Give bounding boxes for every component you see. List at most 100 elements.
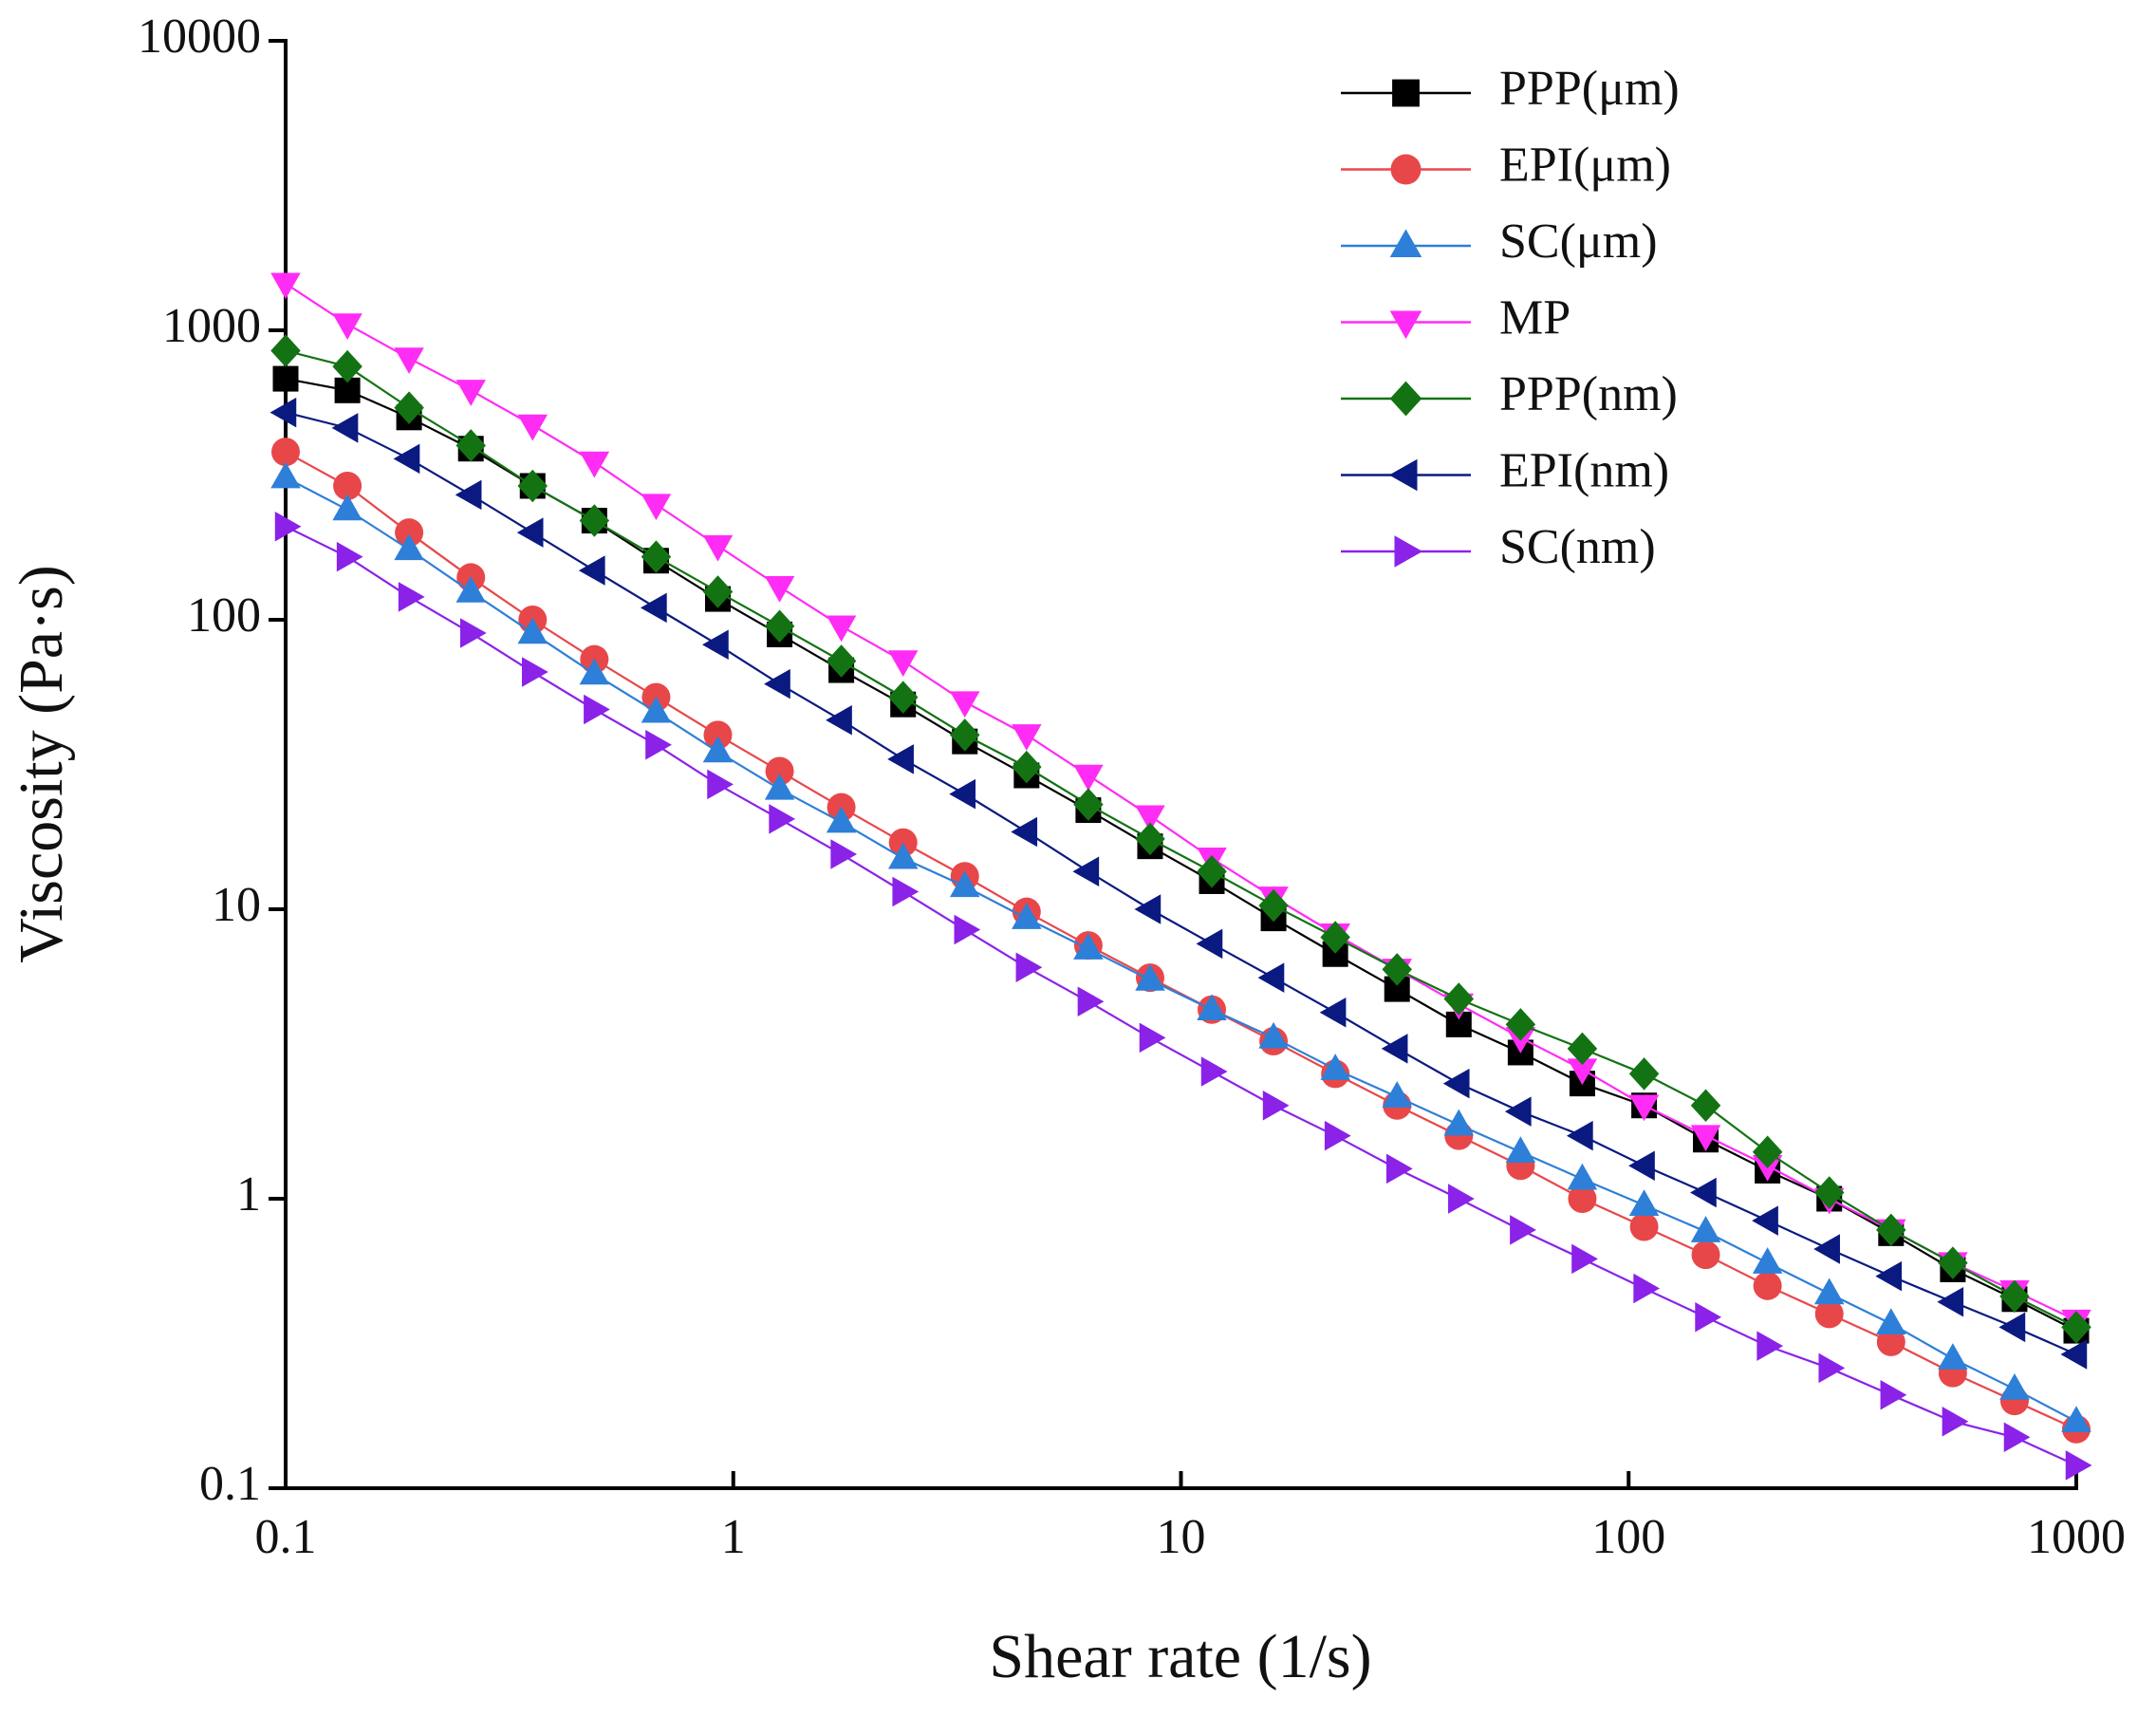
marker	[1690, 1177, 1717, 1208]
y-tick-label: 10	[212, 878, 261, 932]
marker	[1012, 903, 1042, 929]
marker	[516, 517, 544, 548]
marker	[1135, 805, 1165, 832]
marker	[1394, 535, 1423, 568]
marker	[1442, 1068, 1470, 1099]
marker	[949, 691, 980, 718]
series	[270, 461, 2091, 1432]
marker	[1876, 1213, 1906, 1247]
marker	[1690, 1216, 1721, 1242]
marker	[394, 533, 424, 561]
marker	[1392, 79, 1420, 107]
marker	[272, 365, 299, 392]
marker	[332, 349, 362, 383]
marker	[395, 518, 424, 548]
marker	[764, 609, 795, 644]
marker	[1197, 854, 1227, 888]
marker	[1381, 1034, 1408, 1064]
marker	[1876, 1327, 1905, 1356]
marker	[701, 629, 729, 661]
marker	[887, 744, 914, 774]
marker	[887, 650, 919, 678]
marker	[1818, 1352, 1846, 1384]
series	[274, 511, 2092, 1481]
marker	[393, 443, 420, 475]
marker	[398, 582, 425, 612]
marker	[1628, 1150, 1655, 1181]
marker	[887, 681, 919, 714]
marker	[1566, 1120, 1593, 1151]
marker	[1262, 1090, 1290, 1121]
legend-label: PPP(nm)	[1499, 367, 1678, 421]
marker	[1814, 1299, 1844, 1329]
legend-label: SC(nm)	[1499, 520, 1656, 574]
marker	[1197, 994, 1227, 1021]
marker	[394, 391, 424, 424]
marker	[1875, 1260, 1903, 1292]
marker	[1567, 1058, 1598, 1086]
marker	[1011, 816, 1038, 848]
marker	[1752, 1205, 1778, 1236]
marker	[641, 540, 672, 573]
marker	[1628, 1189, 1660, 1217]
series	[270, 397, 2088, 1370]
marker	[641, 696, 672, 723]
marker	[584, 694, 610, 725]
marker	[1938, 1343, 1968, 1370]
y-tick-label: 100	[187, 588, 261, 643]
legend: PPP(μm) EPI(μm) SC(μm) MP PPP(nm) EPI(nm) SC(n…	[1341, 62, 1680, 574]
marker	[1876, 1308, 1906, 1334]
marker	[1382, 953, 1412, 986]
series	[270, 334, 2091, 1344]
marker	[764, 668, 790, 699]
marker	[949, 870, 980, 898]
marker	[1505, 1008, 1536, 1041]
marker	[1567, 1163, 1598, 1190]
legend-label: EPI(nm)	[1499, 443, 1669, 497]
marker	[1938, 1246, 1968, 1279]
marker	[1320, 921, 1350, 954]
marker	[579, 451, 610, 478]
marker	[887, 842, 919, 869]
series-line	[285, 349, 2077, 1329]
marker	[578, 555, 605, 586]
marker	[826, 615, 857, 643]
marker	[702, 575, 734, 608]
marker	[826, 644, 857, 678]
marker	[333, 471, 362, 500]
marker	[1389, 310, 1422, 340]
marker	[1382, 1081, 1412, 1108]
marker	[645, 729, 672, 760]
marker	[1695, 1301, 1722, 1333]
marker	[274, 511, 302, 542]
marker	[1135, 822, 1165, 856]
marker	[1258, 888, 1289, 923]
marker	[707, 769, 734, 800]
marker	[1073, 788, 1104, 821]
marker	[459, 618, 487, 648]
marker	[1139, 1022, 1166, 1054]
marker	[764, 575, 795, 603]
y-tick-label: 0.1	[199, 1457, 261, 1511]
marker	[2065, 1450, 2092, 1481]
legend-label: MP	[1499, 290, 1571, 345]
marker	[1073, 933, 1104, 960]
marker	[1448, 1184, 1475, 1214]
marker	[1389, 381, 1422, 417]
marker	[1015, 952, 1043, 982]
x-tick-label: 100	[1591, 1510, 1665, 1564]
legend-label: EPI(μm)	[1499, 138, 1671, 192]
marker	[271, 438, 300, 467]
legend-label: PPP(μm)	[1499, 62, 1680, 116]
marker	[1443, 982, 1475, 1016]
marker	[579, 658, 610, 685]
marker	[517, 469, 548, 503]
marker	[1629, 1212, 1659, 1241]
marker	[2061, 1311, 2091, 1344]
marker	[2061, 1406, 2091, 1432]
marker	[1012, 750, 1042, 784]
marker	[1813, 1278, 1845, 1305]
marker	[1628, 1057, 1660, 1091]
marker	[1753, 1271, 1782, 1300]
